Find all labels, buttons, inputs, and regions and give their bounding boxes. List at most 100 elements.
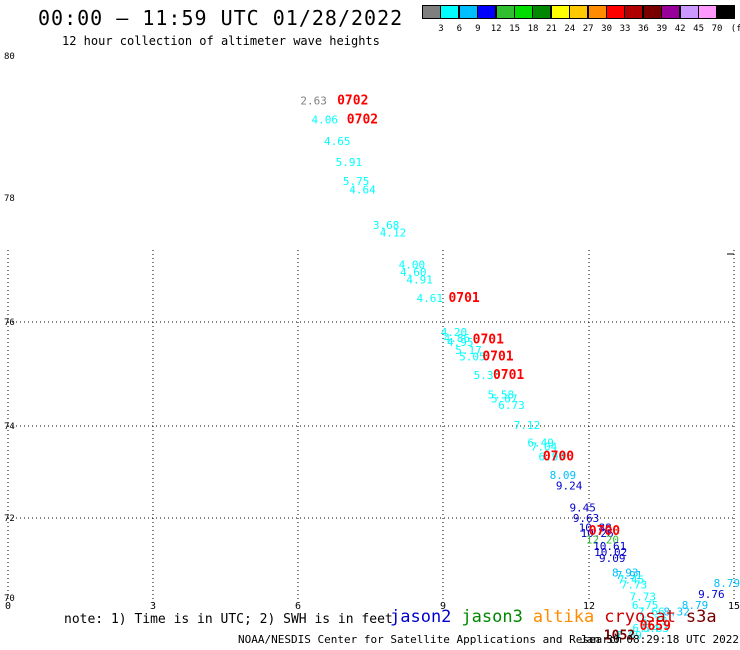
color-scale-label: 70 xyxy=(711,24,723,34)
wave-height-value: 10.26 xyxy=(581,527,614,540)
color-scale-label: 45 xyxy=(693,24,705,34)
color-scale-label: 42 xyxy=(674,24,686,34)
wave-height-value: 5.75 xyxy=(343,175,370,188)
pass-time-label: 0700 xyxy=(543,450,574,465)
color-scale-unit: (ft) xyxy=(730,24,740,34)
wave-height-value: 4.12 xyxy=(380,226,407,239)
wave-height-value: 4.95 xyxy=(447,336,474,349)
wave-height-value: 7.73 xyxy=(621,578,648,591)
color-scale-label: 33 xyxy=(619,24,631,34)
color-scale-label: 21 xyxy=(545,24,557,34)
latitude-label: 74 xyxy=(4,422,15,432)
pass-time-label: 0700 xyxy=(589,524,620,539)
wave-height-value: 7.12 xyxy=(514,419,541,432)
wave-height-value: 7.73 xyxy=(629,590,656,603)
wave-height-value: 7.09 xyxy=(615,629,642,642)
observation-labels: 2.63 4.06 4.65 5.91 5.754.64 3.684.12 4.004.60… xyxy=(300,94,740,642)
wave-height-value: 9.24 xyxy=(556,479,583,492)
footer-credit: NOAA/NESDIS Center for Satellite Applica… xyxy=(238,633,623,646)
pass-time-label: 0702 xyxy=(347,112,378,127)
wave-height-value: 4.06 xyxy=(311,113,338,126)
wave-height-value: 6.49 xyxy=(527,437,554,450)
wave-height-value: 9.09 xyxy=(599,552,626,565)
wave-height-value: 7.04 xyxy=(531,440,558,453)
legend-satellite-cryosat: cryosat xyxy=(604,607,676,627)
wave-height-value: 9.76 xyxy=(698,588,725,601)
wave-height-value: 5.58 xyxy=(488,388,515,401)
longitude-label: 15 xyxy=(728,601,740,612)
wave-height-value: 7.66 xyxy=(638,606,665,619)
longitude-label: 12 xyxy=(583,601,595,612)
map-title: 00:00 — 11:59 UTC 01/28/2022 xyxy=(38,6,404,30)
time-labels: 0702 0702 0701 0701 0701 0701 0700 0700 0659 1052… xyxy=(337,93,671,644)
legend-satellite-s3a: s3a xyxy=(685,607,717,627)
wave-height-value: 8.79 xyxy=(714,577,740,590)
pass-time-label: 0701 xyxy=(473,332,504,347)
wave-height-value: 12.20 xyxy=(586,534,619,547)
color-scale-label: 15 xyxy=(509,24,521,34)
wave-height-value: 10.61 xyxy=(593,540,626,553)
wave-height-value: 4.00 xyxy=(399,259,426,272)
latitude-label: 72 xyxy=(4,514,15,524)
pass-time-label: 0702 xyxy=(337,93,368,108)
latitude-label: 76 xyxy=(4,318,15,328)
wave-height-value: 5.17 xyxy=(455,344,482,357)
wave-height-value: 10.02 xyxy=(594,546,627,559)
color-scale-label: 27 xyxy=(582,24,594,34)
wave-height-value: 5.67 xyxy=(491,393,517,406)
color-scale-label: 6 xyxy=(456,24,463,34)
legend-satellite-jason2: jason2 xyxy=(390,607,452,627)
wave-height-value: 4.20 xyxy=(441,326,468,339)
wave-height-value: 9.63 xyxy=(573,512,600,525)
wave-height-value: 5.05 xyxy=(459,350,486,363)
wave-height-value: 4.64 xyxy=(349,184,376,197)
wave-height-value: 5.30 xyxy=(474,369,501,382)
pass-time-label: 0701 xyxy=(448,291,479,306)
wave-height-value: 3.68 xyxy=(373,219,400,232)
wave-height-value: 4.65 xyxy=(324,135,351,148)
wave-height-value: 7.91 xyxy=(616,569,643,582)
longitude-label: 0 xyxy=(5,601,11,612)
wave-height-value: 10.88 xyxy=(579,522,612,535)
wave-height-value: 7.45 xyxy=(618,574,645,587)
color-scale-swatch xyxy=(716,5,736,19)
wave-height-value: 4.61 xyxy=(416,292,443,305)
wave-height-value: 8.32 xyxy=(663,606,690,619)
color-scale-label: 24 xyxy=(564,24,576,34)
footer-note: note: 1) Time is in UTC; 2) SWH is in fe… xyxy=(64,612,393,627)
wave-height-value: 9.45 xyxy=(569,502,596,515)
wave-height-value: 6.74 xyxy=(632,622,659,635)
footer-timestamp: Jan 30 08:29:18 UTC 2022 xyxy=(580,633,739,646)
wave-height-value: 6.99 xyxy=(538,451,565,464)
wave-height-value: 6.79 xyxy=(641,614,668,627)
color-scale-label: 18 xyxy=(527,24,539,34)
wave-height-value: 6.73 xyxy=(498,399,525,412)
color-scale-label: 12 xyxy=(490,24,502,34)
pass-time-label: 0659 xyxy=(640,619,671,634)
color-scale-label: 3 xyxy=(438,24,444,34)
longitude-label: 3 xyxy=(150,601,156,612)
wave-height-value: 4.86 xyxy=(444,332,471,345)
legend-satellite-jason3: jason3 xyxy=(461,607,523,627)
wave-height-value: 4.60 xyxy=(400,266,427,279)
longitude-label: 6 xyxy=(295,601,301,612)
legend-satellite-altika: altika xyxy=(532,607,595,627)
longitude-label: 9 xyxy=(440,601,446,612)
wave-height-value: 5.91 xyxy=(336,156,363,169)
wave-height-value: 4.91 xyxy=(406,274,433,287)
map-grid xyxy=(7,250,735,600)
wave-height-value: 6.63 xyxy=(643,622,670,635)
color-scale-label: 30 xyxy=(601,24,613,34)
wave-height-value: 6.75 xyxy=(632,599,659,612)
latitude-label: 78 xyxy=(4,194,15,204)
pass-time-label: 1052 xyxy=(604,629,635,644)
color-scale-label: 9 xyxy=(475,24,481,34)
pass-time-label: 0701 xyxy=(493,368,524,383)
wave-height-value: 8.79 xyxy=(682,599,709,612)
wave-height-value: 8.93 xyxy=(612,566,639,579)
latitude-label: 70 xyxy=(4,594,15,604)
map-subtitle: 12 hour collection of altimeter wave hei… xyxy=(62,34,380,48)
wave-height-value: 2.63 xyxy=(300,94,327,107)
satellite-legend: jason2 jason3 altika cryosat s3a xyxy=(390,607,727,627)
